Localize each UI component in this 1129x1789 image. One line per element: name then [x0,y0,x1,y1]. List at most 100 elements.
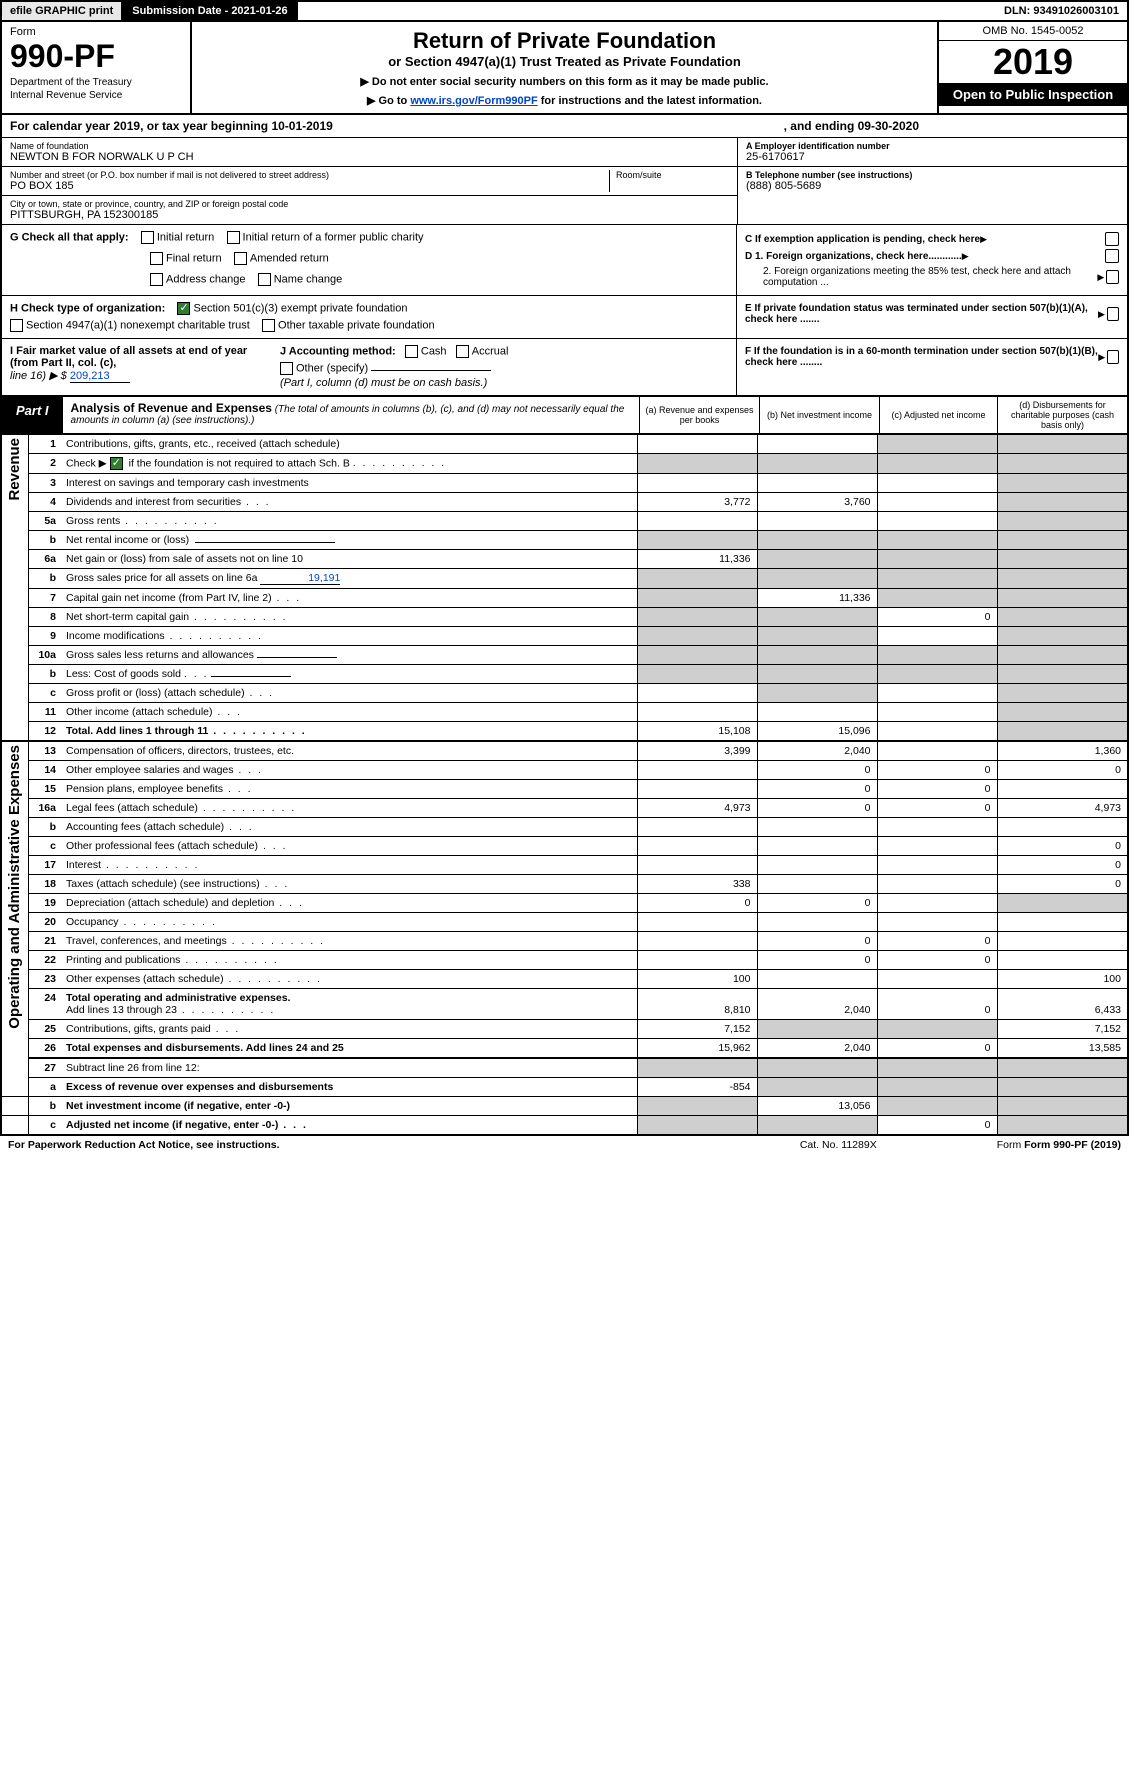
table-row: 12Total. Add lines 1 through 1115,10815,… [2,722,1127,742]
table-row: bGross sales price for all assets on lin… [2,569,1127,589]
calendar-year-row: For calendar year 2019, or tax year begi… [2,115,1127,138]
addr-label: Number and street (or P.O. box number if… [10,170,609,180]
section-h-row: H Check type of organization: Section 50… [2,296,1127,339]
table-row: 20Occupancy [2,913,1127,932]
expenses-label: Operating and Administrative Expenses [6,745,23,1029]
table-row: bLess: Cost of goods sold [2,665,1127,684]
page-footer: For Paperwork Reduction Act Notice, see … [0,1136,1129,1154]
ein-label: A Employer identification number [746,141,1119,151]
omb-number: OMB No. 1545-0052 [939,22,1127,41]
footer-cat: Cat. No. 11289X [800,1139,877,1151]
table-row: 17Interest0 [2,856,1127,875]
foundation-name: NEWTON B FOR NORWALK U P CH [10,151,729,163]
checkbox-other-taxable[interactable] [262,319,275,332]
checkbox-e[interactable] [1107,307,1119,321]
table-row: 23Other expenses (attach schedule)100100 [2,970,1127,989]
checkbox-final-return[interactable] [150,252,163,265]
checkbox-initial-former[interactable] [227,231,240,244]
room-label: Room/suite [616,170,729,180]
name-label: Name of foundation [10,141,729,151]
topbar: efile GRAPHIC print Submission Date - 20… [2,2,1127,22]
checkbox-f[interactable] [1107,350,1119,364]
part1-table: Revenue 1Contributions, gifts, grants, e… [2,434,1127,1134]
table-row: 16aLegal fees (attach schedule)4,973004,… [2,799,1127,818]
checkbox-4947[interactable] [10,319,23,332]
tax-year: 2019 [939,41,1127,83]
table-row: 9Income modifications [2,627,1127,646]
checkbox-501c3[interactable] [177,302,190,315]
table-row: 3Interest on savings and temporary cash … [2,474,1127,493]
table-row: 15Pension plans, employee benefits00 [2,780,1127,799]
checkbox-accrual[interactable] [456,345,469,358]
j-label: J Accounting method: [280,345,396,357]
form-subtitle: or Section 4947(a)(1) Trust Treated as P… [204,54,925,69]
revenue-label: Revenue [6,438,23,501]
table-row: 5aGross rents [2,512,1127,531]
form-label: Form [10,26,182,38]
table-row: cOther professional fees (attach schedul… [2,837,1127,856]
table-row: 19Depreciation (attach schedule) and dep… [2,894,1127,913]
j-note: (Part I, column (d) must be on cash basi… [280,377,728,389]
footer-right: Form Form 990-PF (2019) [997,1139,1121,1151]
col-d-header: (d) Disbursements for charitable purpose… [997,397,1127,433]
e-label: E If private foundation status was termi… [745,303,1098,325]
submission-date: Submission Date - 2021-01-26 [122,2,297,20]
part1-title: Analysis of Revenue and Expenses [71,401,272,415]
i-label: I Fair market value of all assets at end… [10,345,247,369]
checkbox-name-change[interactable] [258,273,271,286]
part1-header: Part I Analysis of Revenue and Expenses … [2,395,1127,434]
checkbox-other-method[interactable] [280,362,293,375]
form-header: Form 990-PF Department of the Treasury I… [2,22,1127,115]
col-b-header: (b) Net investment income [759,397,879,433]
table-row: 8Net short-term capital gain0 [2,608,1127,627]
ein-value: 25-6170617 [746,151,1119,163]
table-row: 27Subtract line 26 from line 12: [2,1058,1127,1078]
d1-label: D 1. Foreign organizations, check here..… [745,251,962,262]
checkbox-d1[interactable] [1105,249,1119,263]
city-value: PITTSBURGH, PA 152300185 [10,209,729,221]
checkbox-initial-return[interactable] [141,231,154,244]
goto-note: ▶ Go to www.irs.gov/Form990PF for instru… [204,94,925,107]
checkbox-cash[interactable] [405,345,418,358]
phone-value: (888) 805-5689 [746,180,1119,192]
table-row: aExcess of revenue over expenses and dis… [2,1078,1127,1097]
table-row: 22Printing and publications00 [2,951,1127,970]
table-row: 14Other employee salaries and wages000 [2,761,1127,780]
table-row: bAccounting fees (attach schedule) [2,818,1127,837]
footer-left: For Paperwork Reduction Act Notice, see … [8,1139,800,1151]
form-number: 990-PF [10,38,182,75]
table-row: bNet investment income (if negative, ent… [2,1097,1127,1116]
checkbox-schb[interactable] [110,457,123,470]
form-title: Return of Private Foundation [204,28,925,54]
phone-label: B Telephone number (see instructions) [746,170,1119,180]
col-a-header: (a) Revenue and expenses per books [639,397,759,433]
table-row: Revenue 1Contributions, gifts, grants, e… [2,435,1127,454]
ssn-note: ▶ Do not enter social security numbers o… [204,75,925,88]
section-g-row: G Check all that apply: Initial return I… [2,225,1127,296]
irs-link[interactable]: www.irs.gov/Form990PF [410,95,537,107]
table-row: 21Travel, conferences, and meetings00 [2,932,1127,951]
fmv-value: 209,213 [70,370,130,383]
dept-treasury: Department of the Treasury [10,77,182,88]
efile-print-button[interactable]: efile GRAPHIC print [2,2,122,20]
checkbox-d2[interactable] [1106,270,1119,284]
checkbox-c[interactable] [1105,232,1119,246]
part1-label: Part I [2,397,63,433]
dln: DLN: 93491026003101 [996,2,1127,20]
street-address: PO BOX 185 [10,180,609,192]
table-row: 11Other income (attach schedule) [2,703,1127,722]
table-row: cAdjusted net income (if negative, enter… [2,1116,1127,1135]
city-label: City or town, state or province, country… [10,199,729,209]
table-row: bNet rental income or (loss) [2,531,1127,550]
c-label: C If exemption application is pending, c… [745,234,980,245]
checkbox-address-change[interactable] [150,273,163,286]
g-label: G Check all that apply: [10,231,129,243]
table-row: cGross profit or (loss) (attach schedule… [2,684,1127,703]
f-label: F If the foundation is in a 60-month ter… [745,346,1098,368]
table-row: 26Total expenses and disbursements. Add … [2,1039,1127,1059]
table-row: 18Taxes (attach schedule) (see instructi… [2,875,1127,894]
checkbox-amended[interactable] [234,252,247,265]
col-c-header: (c) Adjusted net income [879,397,997,433]
table-row: 25Contributions, gifts, grants paid7,152… [2,1020,1127,1039]
table-row: 10aGross sales less returns and allowanc… [2,646,1127,665]
